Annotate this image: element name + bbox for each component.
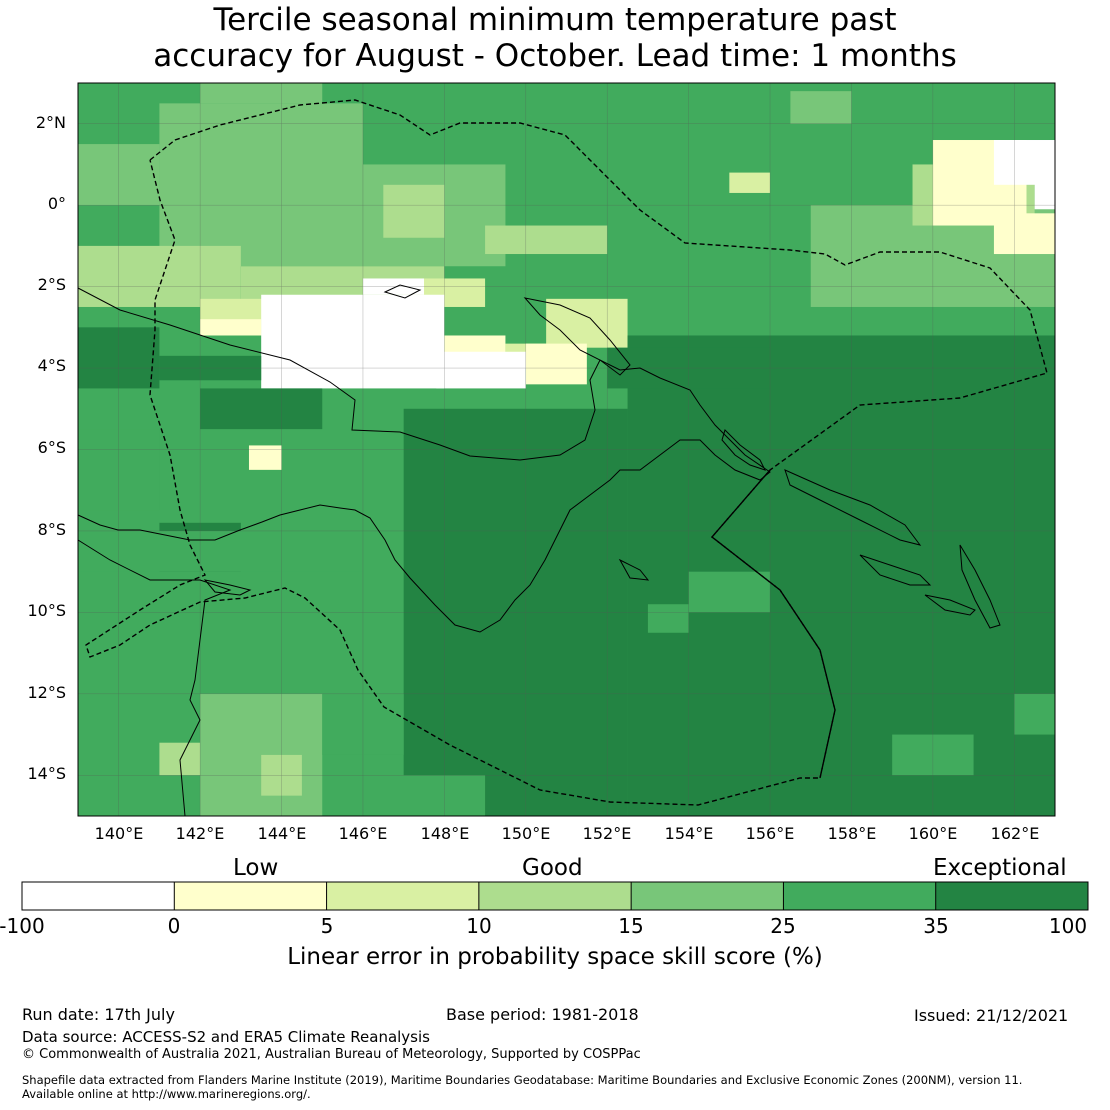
skill-cell <box>200 319 262 336</box>
skill-cell <box>261 294 445 389</box>
colorbar-segment <box>478 882 632 910</box>
lat-tick-label: 0° <box>47 194 66 213</box>
coastlines <box>77 284 1001 817</box>
new-guinea-coastline <box>77 287 771 633</box>
skill-cell <box>436 351 526 389</box>
skill-cell <box>78 245 241 307</box>
skill-cell <box>1014 693 1055 735</box>
map-gridlines <box>78 83 1055 816</box>
shapefile-credit-line-1: Shapefile data extracted from Flanders M… <box>22 1073 1023 1087</box>
skill-cell <box>200 388 323 430</box>
colorbar-segment <box>174 882 328 910</box>
guadalcanal-coastline <box>859 554 932 586</box>
lat-tick-label: 10°S <box>27 601 66 620</box>
solomon-islands-coastline <box>784 469 922 546</box>
lat-tick-label: 6°S <box>37 438 66 457</box>
lon-tick-label: 140°E <box>94 824 144 843</box>
lon-tick-label: 152°E <box>582 824 632 843</box>
skill-cell <box>688 571 771 613</box>
skill-cell <box>383 184 445 238</box>
new-ireland-coastline <box>383 284 422 299</box>
colorbar-category-good: Good <box>522 855 583 881</box>
lon-tick-label: 162°E <box>990 824 1040 843</box>
skill-cell <box>485 225 608 255</box>
colorbar-segment <box>22 882 175 910</box>
eez-boundaries <box>85 99 1048 806</box>
colorbar-segment <box>935 882 1089 910</box>
skill-cell <box>200 693 323 816</box>
colorbar-tick-label: 0 <box>167 914 181 938</box>
makira-coastline <box>924 594 976 616</box>
colorbar-tick-label: 10 <box>466 914 492 938</box>
map-frame <box>77 82 1056 817</box>
bougainville-coastline <box>721 429 766 471</box>
skill-cell <box>790 91 852 124</box>
lon-tick-label: 146°E <box>338 824 388 843</box>
colorbar-tick-label: 25 <box>770 914 796 938</box>
lat-tick-label: 14°S <box>27 764 66 783</box>
colorbar-segment <box>631 882 784 910</box>
skill-cell <box>546 298 628 348</box>
malaita-coastline <box>959 544 1001 629</box>
colorbar-tick-label: 5 <box>320 914 334 938</box>
lon-tick-label: 150°E <box>501 824 551 843</box>
colorbar-segment <box>783 882 937 910</box>
louisiade-coastline <box>618 558 650 581</box>
skill-cell <box>647 604 689 633</box>
skill-cell <box>362 775 486 816</box>
lat-tick-label: 2°N <box>35 113 66 132</box>
colorbar-segment <box>326 882 480 910</box>
lat-tick-label: 8°S <box>37 520 66 539</box>
colorbar-tick-label: 35 <box>923 914 949 938</box>
colorbar-tick-label: -100 <box>0 914 45 938</box>
colorbar-tick-label: 100 <box>1048 914 1088 938</box>
skill-cell <box>525 343 587 385</box>
colorbar-frame <box>21 881 1089 911</box>
lon-tick-label: 156°E <box>745 824 795 843</box>
chart-title-line-1: Tercile seasonal minimum temperature pas… <box>213 2 897 38</box>
colorbar-tick-label: 15 <box>618 914 644 938</box>
colorbar-category-exceptional: Exceptional <box>933 855 1067 881</box>
skill-cell <box>1034 168 1055 210</box>
torres-strait-coastline <box>203 579 252 596</box>
base-period: Base period: 1981-2018 <box>446 1005 639 1024</box>
lon-tick-label: 158°E <box>827 824 877 843</box>
copyright: © Commonwealth of Australia 2021, Austra… <box>22 1047 641 1062</box>
lon-tick-label: 154°E <box>664 824 714 843</box>
colorbar <box>22 882 1089 910</box>
colorbar-category-low: Low <box>233 855 279 881</box>
lon-tick-label: 144°E <box>257 824 307 843</box>
lon-tick-label: 148°E <box>420 824 470 843</box>
australia-coastline <box>77 539 232 817</box>
shapefile-credit-line-2: Available online at http://www.marinereg… <box>22 1087 311 1101</box>
solomon-eez-boundary <box>710 469 836 779</box>
lat-tick-label: 2°S <box>37 275 66 294</box>
lat-tick-label: 12°S <box>27 683 66 702</box>
chart-title-line-2: accuracy for August - October. Lead time… <box>153 38 957 74</box>
lat-tick-label: 4°S <box>37 356 66 375</box>
skill-cell <box>200 83 323 104</box>
data-source: Data source: ACCESS-S2 and ERA5 Climate … <box>22 1028 430 1046</box>
skill-cell <box>729 172 771 193</box>
run-date: Run date: 17th July <box>22 1005 175 1024</box>
skill-cell <box>159 103 363 267</box>
png-eez-boundary <box>85 99 1048 806</box>
lon-tick-label: 160°E <box>908 824 958 843</box>
skill-cell <box>993 213 1055 255</box>
colorbar-axis-label: Linear error in probability space skill … <box>287 944 823 970</box>
new-britain-coastline <box>523 297 631 376</box>
issued-date: Issued: 21/12/2021 <box>914 1006 1069 1025</box>
skill-cell <box>159 742 201 776</box>
skill-cell <box>248 445 282 470</box>
lon-tick-label: 142°E <box>175 824 225 843</box>
